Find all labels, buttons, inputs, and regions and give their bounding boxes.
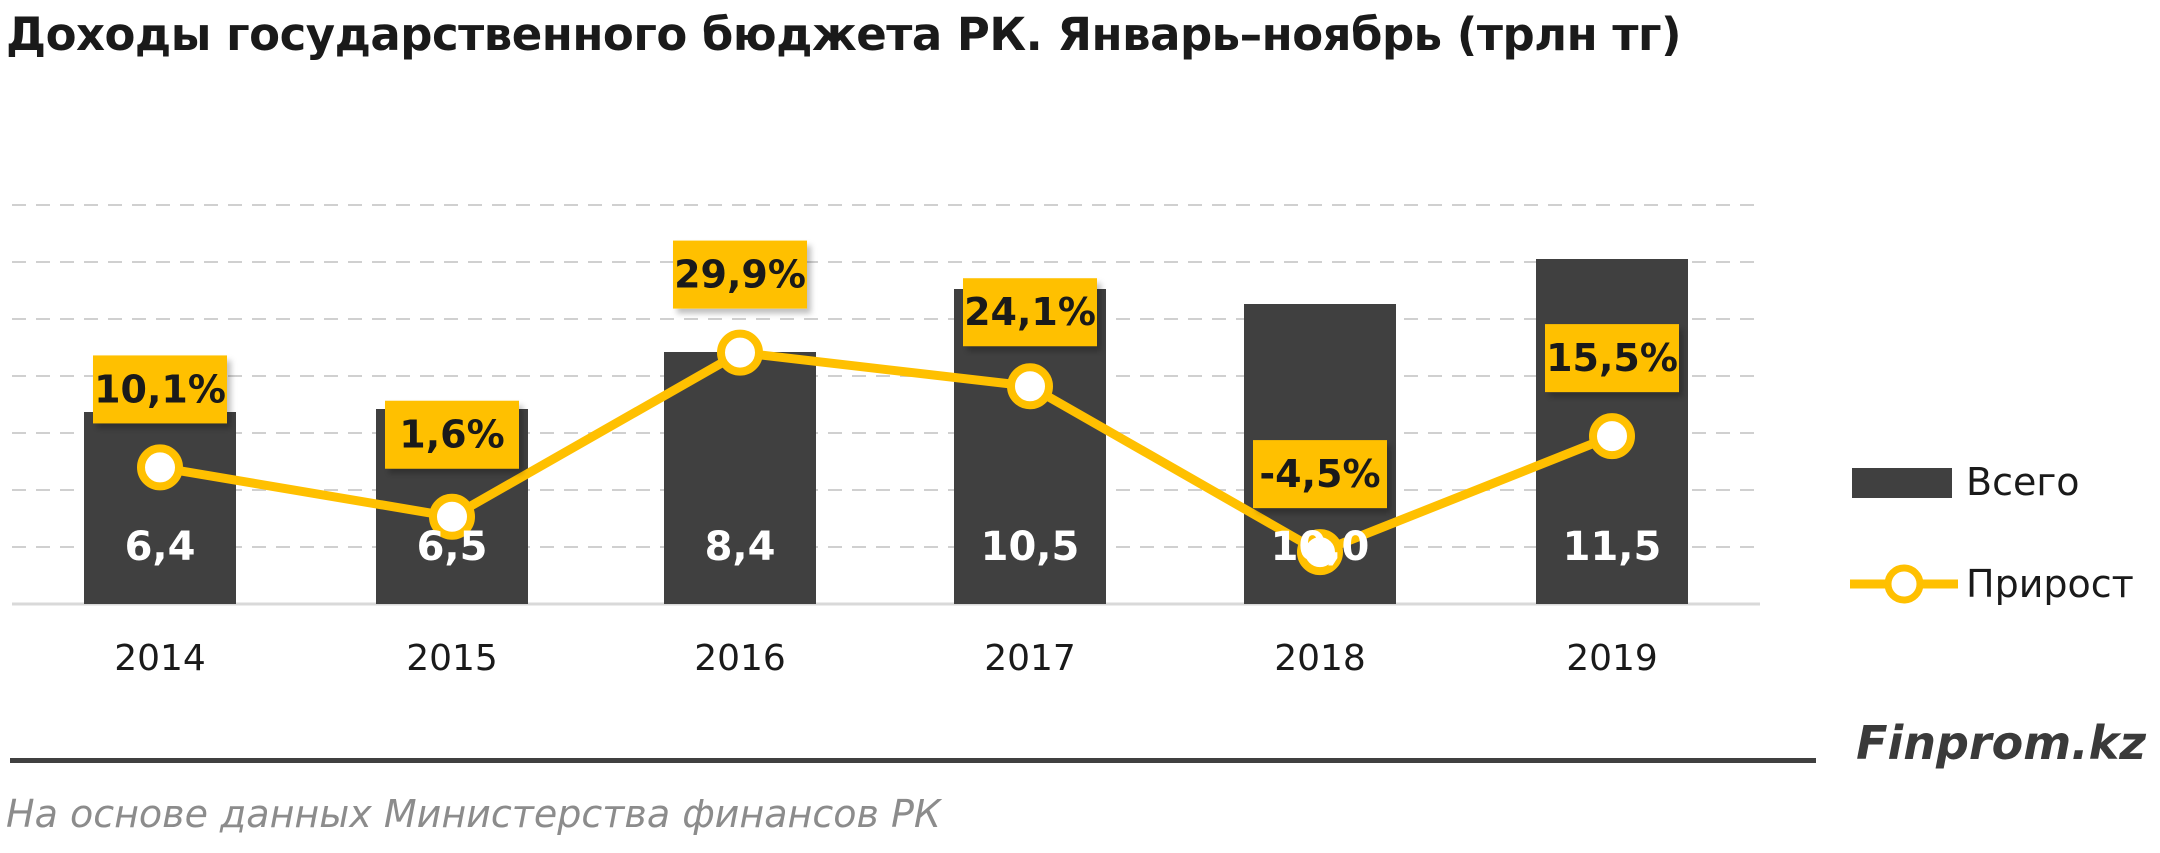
growth-label-text: 29,9% <box>674 253 806 297</box>
growth-label: 29,9% <box>673 240 807 309</box>
growth-label: 1,6% <box>385 400 519 469</box>
growth-label-box <box>385 400 519 469</box>
x-tick-label: 2014 <box>114 638 206 679</box>
footer-divider <box>10 758 1816 763</box>
growth-label-box <box>673 240 807 309</box>
x-tick-label: 2018 <box>1274 638 1366 679</box>
growth-label-text: 24,1% <box>964 290 1096 334</box>
growth-label: 24,1% <box>963 278 1097 347</box>
growth-label-box <box>1545 324 1679 393</box>
growth-line <box>137 329 1635 576</box>
growth-point-2016 <box>717 329 763 376</box>
brand-logo: Finprom.kz <box>1856 716 2146 770</box>
legend: Всего Прирост <box>1850 460 2134 606</box>
bar-value-label: 11,5 <box>1563 524 1662 570</box>
grid-lines <box>12 204 1760 606</box>
growth-label-text: 10,1% <box>94 367 226 411</box>
growth-line-path <box>159 348 1614 557</box>
bar-2014 <box>84 412 236 604</box>
legend-label: Всего <box>1966 460 2080 504</box>
x-axis: 2014 2015 2016 2017 2018 2019 <box>114 638 1658 679</box>
bar-value-label: 10,0 <box>1271 524 1370 570</box>
legend-item-total: Всего <box>1852 460 2080 504</box>
growth-label-box <box>1253 440 1387 509</box>
bar-value-label: 8,4 <box>705 524 776 570</box>
growth-label-text: 15,5% <box>1546 336 1678 380</box>
x-tick-label: 2019 <box>1566 638 1658 679</box>
data-labels: 6,4 6,5 8,4 10,5 10,0 11,5 10,1% 1,6% 29,9% 24,1%… <box>93 240 1679 570</box>
legend-item-growth: Прирост <box>1850 562 2134 606</box>
growth-point-2015 <box>429 493 475 540</box>
legend-swatch-marker <box>1884 564 1924 604</box>
legend-label: Прирост <box>1966 562 2134 606</box>
growth-point-2019 <box>1589 413 1635 460</box>
growth-label-box <box>963 278 1097 347</box>
growth-label: 15,5% <box>1545 324 1679 393</box>
bar-value-label: 6,5 <box>417 524 488 570</box>
chart-title: Доходы государственного бюджета РК. Янва… <box>6 8 1682 61</box>
bar-2016 <box>664 352 816 604</box>
growth-label: -4,5% <box>1253 440 1387 509</box>
growth-label-box <box>93 355 227 424</box>
growth-label: 10,1% <box>93 355 227 424</box>
growth-point-2017 <box>1007 363 1053 410</box>
growth-point-2014 <box>137 444 183 491</box>
x-tick-label: 2016 <box>694 638 786 679</box>
bar-value-label: 10,5 <box>981 524 1080 570</box>
legend-swatch-bar <box>1852 468 1952 498</box>
bar-value-label: 6,4 <box>125 524 196 570</box>
growth-label-text: -4,5% <box>1259 452 1380 496</box>
source-note: На основе данных Министерства финансов Р… <box>6 792 941 836</box>
x-tick-label: 2015 <box>406 638 498 679</box>
growth-point-2018 <box>1297 529 1343 576</box>
growth-label-text: 1,6% <box>399 413 504 457</box>
x-tick-label: 2017 <box>984 638 1076 679</box>
bars <box>84 259 1688 604</box>
